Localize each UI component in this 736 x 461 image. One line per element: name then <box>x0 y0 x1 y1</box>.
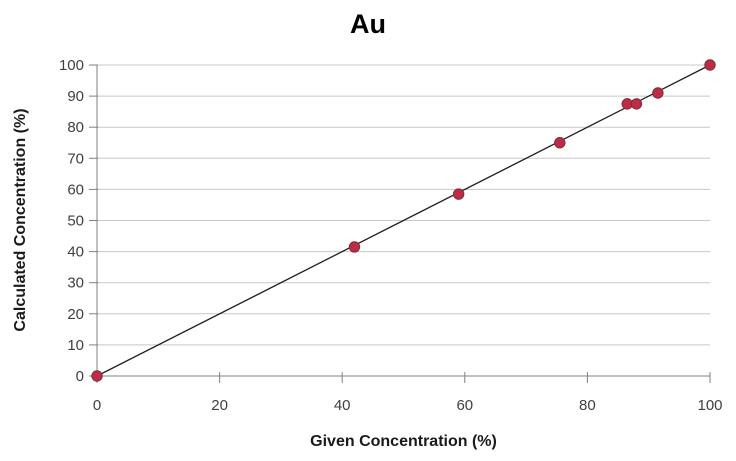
y-tick-label: 70 <box>67 150 84 167</box>
y-tick-label: 0 <box>76 368 84 385</box>
y-tick-label: 40 <box>67 244 84 261</box>
y-tick-label: 10 <box>67 337 84 354</box>
y-tick-label: 60 <box>67 181 84 198</box>
x-tick-label: 80 <box>579 397 596 414</box>
chart-title: Au <box>350 9 386 39</box>
y-tick-label: 30 <box>67 275 84 292</box>
x-axis-title: Given Concentration (%) <box>310 433 497 450</box>
data-point <box>652 87 664 99</box>
fit-line <box>96 64 711 377</box>
x-tick-label: 60 <box>456 397 473 414</box>
data-point <box>91 370 103 382</box>
y-tick-label: 50 <box>67 213 84 230</box>
data-point <box>452 188 465 200</box>
x-tick-label: 20 <box>211 397 228 414</box>
data-point <box>630 98 643 110</box>
y-tick-label: 80 <box>67 119 84 136</box>
data-point <box>554 137 566 149</box>
y-tick-label: 100 <box>59 57 84 74</box>
y-tick-label: 20 <box>67 306 84 323</box>
data-point <box>704 59 716 71</box>
x-tick-label: 40 <box>334 397 351 414</box>
data-point <box>348 241 361 253</box>
y-tick-label: 90 <box>67 88 84 105</box>
x-tick-label: 100 <box>697 397 722 414</box>
x-tick-label: 0 <box>93 397 101 414</box>
